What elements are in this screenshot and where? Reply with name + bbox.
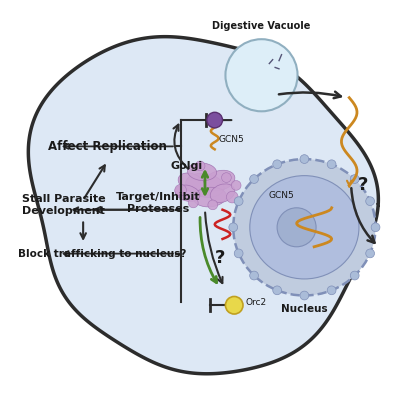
Circle shape <box>300 291 309 300</box>
Ellipse shape <box>204 170 235 191</box>
Ellipse shape <box>233 159 375 296</box>
Circle shape <box>229 223 238 232</box>
Circle shape <box>221 173 231 182</box>
Circle shape <box>277 208 316 247</box>
Circle shape <box>195 161 205 171</box>
Circle shape <box>350 271 359 280</box>
Circle shape <box>188 198 198 208</box>
Circle shape <box>366 197 375 206</box>
Ellipse shape <box>193 187 227 207</box>
Text: GCN5: GCN5 <box>219 135 244 144</box>
Circle shape <box>207 112 223 128</box>
Circle shape <box>273 286 282 295</box>
Circle shape <box>327 160 336 169</box>
Ellipse shape <box>175 185 200 201</box>
Circle shape <box>371 223 380 232</box>
Text: Block trafficking to nucleus?: Block trafficking to nucleus? <box>19 249 187 259</box>
Text: Nucleus: Nucleus <box>281 304 328 314</box>
Circle shape <box>225 296 243 314</box>
Ellipse shape <box>187 163 217 180</box>
Circle shape <box>234 197 243 206</box>
Ellipse shape <box>210 184 235 202</box>
Circle shape <box>231 180 241 190</box>
Circle shape <box>175 184 187 196</box>
Text: Stall Parasite
Development: Stall Parasite Development <box>22 194 105 216</box>
Text: Golgi: Golgi <box>171 161 203 171</box>
Ellipse shape <box>250 176 359 279</box>
Circle shape <box>234 249 243 258</box>
Circle shape <box>250 175 259 184</box>
Text: Target/Inhibit
Proteases: Target/Inhibit Proteases <box>116 192 200 214</box>
Text: Orc2: Orc2 <box>246 298 267 307</box>
Circle shape <box>273 160 282 169</box>
Circle shape <box>366 249 375 258</box>
Circle shape <box>227 191 238 203</box>
Circle shape <box>208 200 218 210</box>
Circle shape <box>225 39 297 111</box>
Text: Digestive Vacuole: Digestive Vacuole <box>212 21 311 31</box>
Text: ?: ? <box>214 250 225 268</box>
Polygon shape <box>29 37 378 374</box>
Text: GCN5: GCN5 <box>268 191 294 200</box>
Circle shape <box>300 155 309 164</box>
Circle shape <box>250 271 259 280</box>
Ellipse shape <box>178 173 204 192</box>
Circle shape <box>350 175 359 184</box>
Ellipse shape <box>186 173 224 197</box>
Text: Affect Replication: Affect Replication <box>48 140 167 153</box>
Text: ?: ? <box>358 176 368 194</box>
Circle shape <box>327 286 336 295</box>
